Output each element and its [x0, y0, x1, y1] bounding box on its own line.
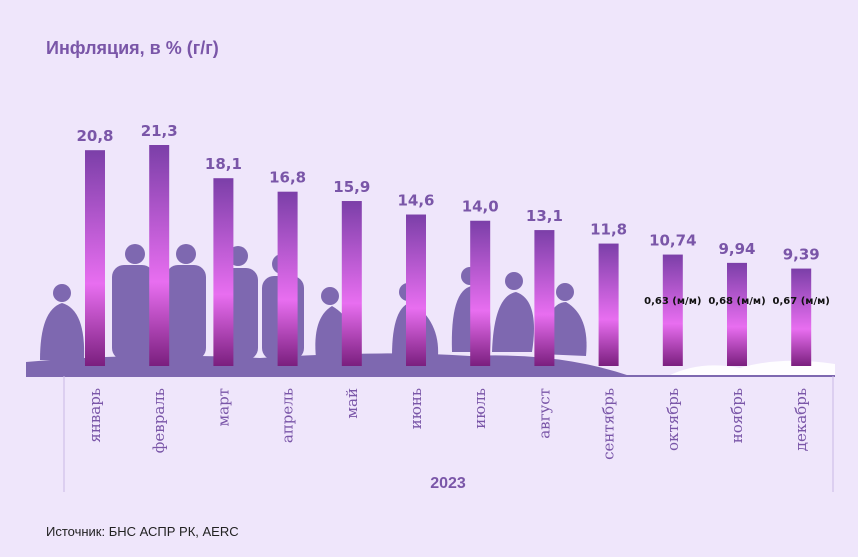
value-label-8: 13,1	[526, 207, 563, 225]
bar-7	[470, 220, 491, 366]
category-label-1: январь	[86, 388, 104, 443]
value-label-7: 14,0	[462, 198, 499, 216]
category-label-6: июнь	[407, 388, 425, 429]
source-note: Источник: БНС АСПР РК, AERC	[46, 524, 239, 539]
value-label-4: 16,8	[269, 169, 306, 187]
bar-12	[791, 268, 812, 366]
bar-11	[727, 262, 747, 366]
value-label-1: 20,8	[76, 127, 113, 145]
value-label-11: 9,94	[718, 240, 755, 258]
bar-8	[534, 230, 555, 366]
value-label-9: 11,8	[590, 221, 627, 239]
category-label-2: февраль	[150, 388, 168, 453]
bar-1	[85, 150, 105, 366]
value-labels-group: 20,8 21,3 18,1 16,8 15,9 14,6 14,0 13,1 11,8 10,7…	[76, 122, 819, 264]
bar-4	[277, 191, 298, 366]
value-label-2: 21,3	[141, 122, 178, 140]
category-label-8: август	[535, 388, 553, 439]
soldier-silhouettes	[40, 244, 587, 360]
bar-9	[598, 243, 619, 366]
x-axis-year-label: 2023	[430, 475, 466, 492]
value-label-10: 10,74	[649, 232, 696, 250]
category-label-7: июль	[471, 388, 489, 429]
category-label-9: сентябрь	[600, 388, 618, 460]
value-label-12: 9,39	[783, 246, 820, 264]
chart-title: Инфляция, в % (г/г)	[46, 38, 219, 58]
value-label-5: 15,9	[333, 178, 370, 196]
category-labels-group: январь февраль март апрель май июнь июль август…	[86, 388, 810, 460]
value-label-6: 14,6	[397, 192, 434, 210]
category-label-10: октябрь	[664, 388, 682, 451]
bar-3	[213, 178, 234, 366]
bar-6	[406, 214, 426, 366]
value-label-3: 18,1	[205, 155, 242, 173]
mm-labels-group: 0,63 (м/м) 0,68 (м/м) 0,67 (м/м)	[644, 296, 830, 307]
mm-label-11: 0,68 (м/м)	[708, 296, 765, 307]
mm-label-12: 0,67 (м/м)	[773, 296, 830, 307]
category-label-11: ноябрь	[728, 388, 746, 443]
category-label-12: декабрь	[792, 388, 810, 451]
bars-group	[85, 145, 812, 366]
bar-2	[149, 145, 170, 366]
mm-label-10: 0,63 (м/м)	[644, 296, 701, 307]
bar-5	[341, 201, 362, 366]
category-label-4: апрель	[279, 388, 297, 443]
category-label-3: март	[214, 388, 232, 427]
category-label-5: май	[343, 388, 361, 419]
bar-10	[662, 254, 683, 366]
